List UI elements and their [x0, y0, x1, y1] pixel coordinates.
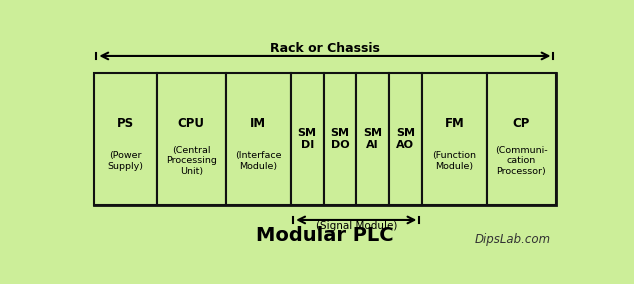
Text: (Communi-
cation
Processor): (Communi- cation Processor): [495, 146, 548, 176]
Text: SM
AO: SM AO: [396, 128, 415, 150]
Text: CPU: CPU: [178, 117, 205, 130]
Bar: [94, 74, 157, 205]
Text: Modular PLC: Modular PLC: [256, 226, 394, 245]
Text: SM
DI: SM DI: [298, 128, 317, 150]
Bar: [157, 74, 226, 205]
Text: IM: IM: [250, 117, 266, 130]
Text: CP: CP: [513, 117, 530, 130]
Text: (Central
Processing
Unit): (Central Processing Unit): [166, 146, 217, 176]
Text: (Signal Module): (Signal Module): [316, 221, 397, 231]
Bar: [422, 74, 487, 205]
Bar: [291, 74, 323, 205]
Text: SM
DO: SM DO: [330, 128, 349, 150]
Bar: [323, 74, 356, 205]
Bar: [356, 74, 389, 205]
Bar: [226, 74, 291, 205]
Text: Rack or Chassis: Rack or Chassis: [270, 42, 380, 55]
Bar: [94, 74, 556, 205]
Bar: [389, 74, 422, 205]
Text: (Power
Supply): (Power Supply): [107, 151, 143, 171]
Text: FM: FM: [444, 117, 464, 130]
Text: DipsLab.com: DipsLab.com: [475, 233, 551, 246]
Text: PS: PS: [117, 117, 134, 130]
Bar: [487, 74, 556, 205]
Text: SM
AI: SM AI: [363, 128, 382, 150]
Text: (Interface
Module): (Interface Module): [235, 151, 281, 171]
Text: (Function
Module): (Function Module): [432, 151, 476, 171]
